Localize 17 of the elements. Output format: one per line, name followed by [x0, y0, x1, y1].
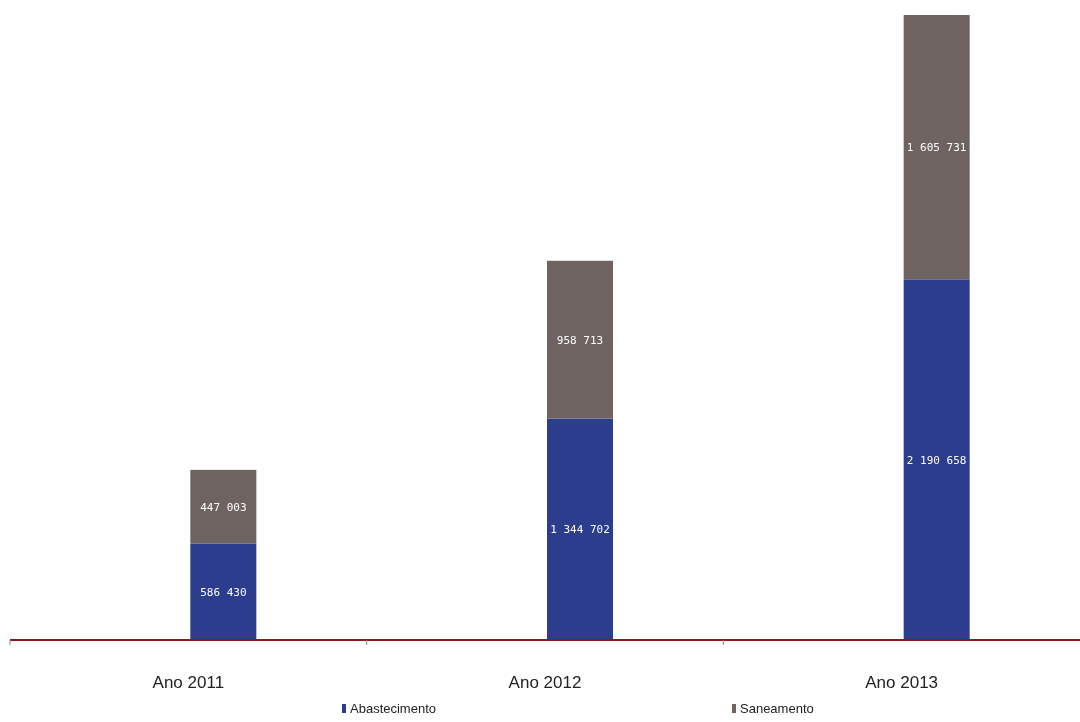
bar — [190, 543, 257, 640]
bar — [903, 279, 970, 640]
x-tick-label: Ano 2013 — [865, 673, 939, 692]
bar — [547, 260, 613, 419]
data-label: 2 190 658 — [906, 453, 967, 467]
x-tick-label: Ano 2012 — [508, 673, 582, 692]
bar — [190, 469, 257, 544]
data-label: 1 605 731 — [906, 141, 967, 155]
data-label: 958 713 — [556, 333, 604, 347]
data-label: 586 430 — [200, 585, 247, 599]
data-label: 1 344 702 — [550, 523, 610, 537]
legend-label: Saneamento — [740, 701, 814, 716]
bar — [547, 418, 613, 640]
x-tick-label: Ano 2011 — [152, 673, 225, 692]
data-label: 447 003 — [200, 500, 247, 514]
legend-label: Abastecimento — [350, 701, 436, 716]
bar — [903, 15, 970, 280]
